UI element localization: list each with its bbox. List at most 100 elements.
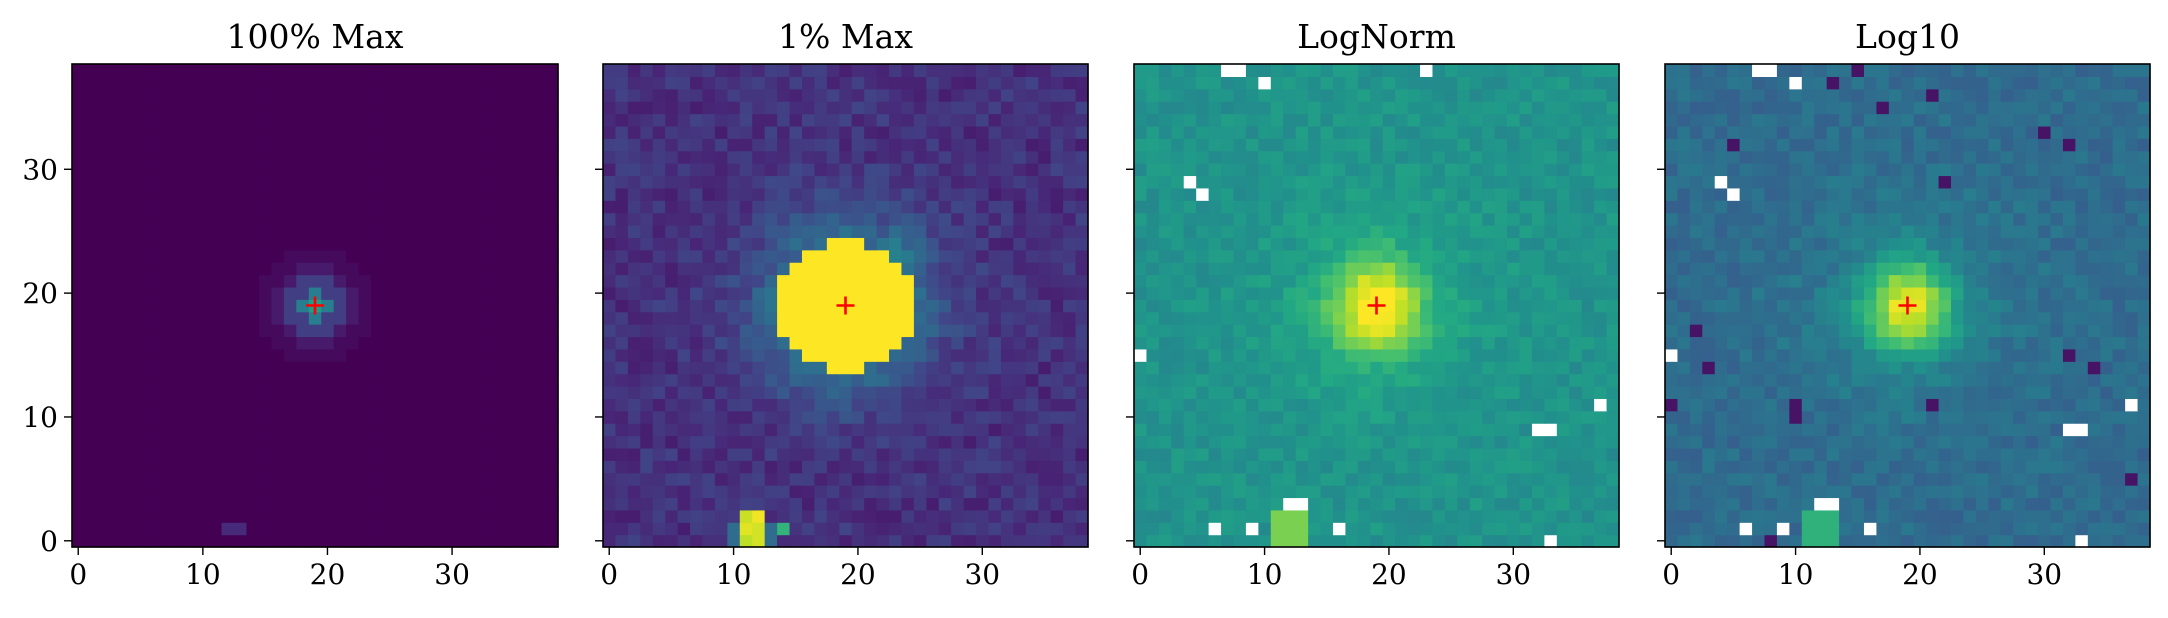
heatmap-pixel	[184, 249, 198, 263]
heatmap-pixel	[2038, 534, 2052, 548]
heatmap-pixel	[963, 373, 977, 387]
heatmap-pixel	[1494, 485, 1508, 499]
heatmap-pixel	[1457, 435, 1471, 449]
heatmap-pixel	[1171, 286, 1185, 300]
heatmap-pixel	[814, 212, 828, 226]
heatmap-pixel	[1270, 76, 1284, 90]
heatmap-pixel	[1208, 522, 1222, 536]
heatmap-pixel	[764, 225, 778, 238]
heatmap-pixel	[1876, 435, 1890, 449]
heatmap-pixel	[458, 299, 472, 313]
heatmap-pixel	[258, 522, 272, 536]
heatmap-pixel	[752, 88, 766, 102]
heatmap-pixel	[346, 522, 360, 536]
heatmap-pixel	[234, 225, 248, 238]
heatmap-pixel	[533, 348, 547, 362]
heatmap-pixel	[926, 225, 940, 238]
heatmap-pixel	[134, 435, 148, 449]
heatmap-pixel	[1295, 212, 1309, 226]
heatmap-pixel	[1469, 373, 1483, 387]
heatmap-pixel	[640, 410, 654, 424]
heatmap-pixel	[615, 262, 629, 276]
heatmap-pixel	[1332, 88, 1347, 102]
heatmap-pixel	[963, 274, 977, 288]
heatmap-pixel	[1270, 485, 1284, 499]
heatmap-pixel	[545, 175, 559, 189]
heatmap-pixel	[1938, 509, 1952, 523]
heatmap-pixel	[1000, 472, 1014, 486]
heatmap-pixel	[1196, 64, 1210, 77]
heatmap-pixel	[652, 101, 666, 115]
heatmap-pixel	[134, 410, 148, 424]
heatmap-pixel	[677, 361, 691, 375]
heatmap-pixel	[483, 249, 497, 263]
heatmap-pixel	[246, 163, 260, 177]
heatmap-pixel	[1594, 311, 1608, 325]
heatmap-pixel	[864, 311, 878, 325]
heatmap-pixel	[839, 64, 853, 77]
heatmap-pixel	[801, 150, 816, 164]
heatmap-pixel	[159, 101, 173, 115]
heatmap-pixel	[1270, 262, 1284, 276]
heatmap-pixel	[72, 125, 86, 139]
heatmap-pixel	[2100, 509, 2114, 523]
heatmap-pixel	[433, 386, 447, 399]
heatmap-pixel	[1863, 522, 1878, 536]
heatmap-pixel	[1581, 286, 1595, 300]
heatmap-pixel	[196, 163, 210, 177]
heatmap-pixel	[839, 497, 853, 511]
heatmap-pixel	[714, 472, 728, 486]
heatmap-pixel	[1432, 101, 1446, 115]
heatmap-pixel	[109, 138, 123, 152]
heatmap-pixel	[926, 200, 940, 214]
heatmap-pixel	[1544, 398, 1558, 412]
heatmap-pixel	[938, 373, 952, 387]
heatmap-pixel	[171, 435, 185, 449]
heatmap-pixel	[1556, 150, 1570, 164]
heatmap-pixel	[196, 249, 210, 263]
heatmap-pixel	[520, 101, 534, 115]
x-tick-label: 10	[716, 558, 752, 591]
heatmap-pixel	[1221, 88, 1235, 102]
heatmap-pixel	[96, 497, 110, 511]
heatmap-pixel	[1295, 336, 1309, 350]
heatmap-pixel	[1038, 200, 1052, 214]
heatmap-pixel	[371, 324, 385, 338]
heatmap-pixel	[383, 386, 397, 399]
heatmap-pixel	[1370, 200, 1384, 214]
heatmap-pixel	[1370, 76, 1384, 90]
heatmap-pixel	[1233, 522, 1247, 536]
heatmap-pixel	[221, 534, 235, 548]
heatmap-pixel	[702, 88, 716, 102]
heatmap-pixel	[458, 435, 472, 449]
heatmap-pixel	[1457, 113, 1471, 127]
heatmap-pixel	[420, 150, 434, 164]
heatmap-pixel	[1258, 336, 1272, 350]
heatmap-pixel	[433, 249, 447, 263]
heatmap-pixel	[1457, 423, 1471, 437]
heatmap-pixel	[1789, 472, 1803, 486]
heatmap-pixel	[470, 113, 484, 127]
heatmap-pixel	[901, 225, 915, 238]
heatmap-pixel	[2038, 447, 2052, 461]
heatmap-pixel	[789, 460, 803, 474]
heatmap-pixel	[1963, 522, 1977, 536]
heatmap-pixel	[2100, 522, 2114, 536]
heatmap-pixel	[520, 138, 534, 152]
heatmap-pixel	[1134, 212, 1148, 226]
heatmap-pixel	[851, 534, 865, 548]
heatmap-pixel	[1606, 485, 1620, 499]
heatmap-pixel	[1245, 348, 1259, 362]
heatmap-pixel	[308, 187, 322, 201]
heatmap-pixel	[1739, 472, 1753, 486]
heatmap-pixel	[1270, 336, 1284, 350]
heatmap-pixel	[396, 447, 410, 461]
heatmap-pixel	[1158, 187, 1172, 201]
heatmap-pixel	[533, 200, 547, 214]
heatmap-pixel	[1594, 435, 1608, 449]
heatmap-pixel	[1183, 101, 1197, 115]
heatmap-pixel	[1581, 348, 1595, 362]
heatmap-pixel	[1739, 497, 1753, 511]
heatmap-pixel	[346, 286, 360, 300]
heatmap-pixel	[913, 410, 927, 424]
